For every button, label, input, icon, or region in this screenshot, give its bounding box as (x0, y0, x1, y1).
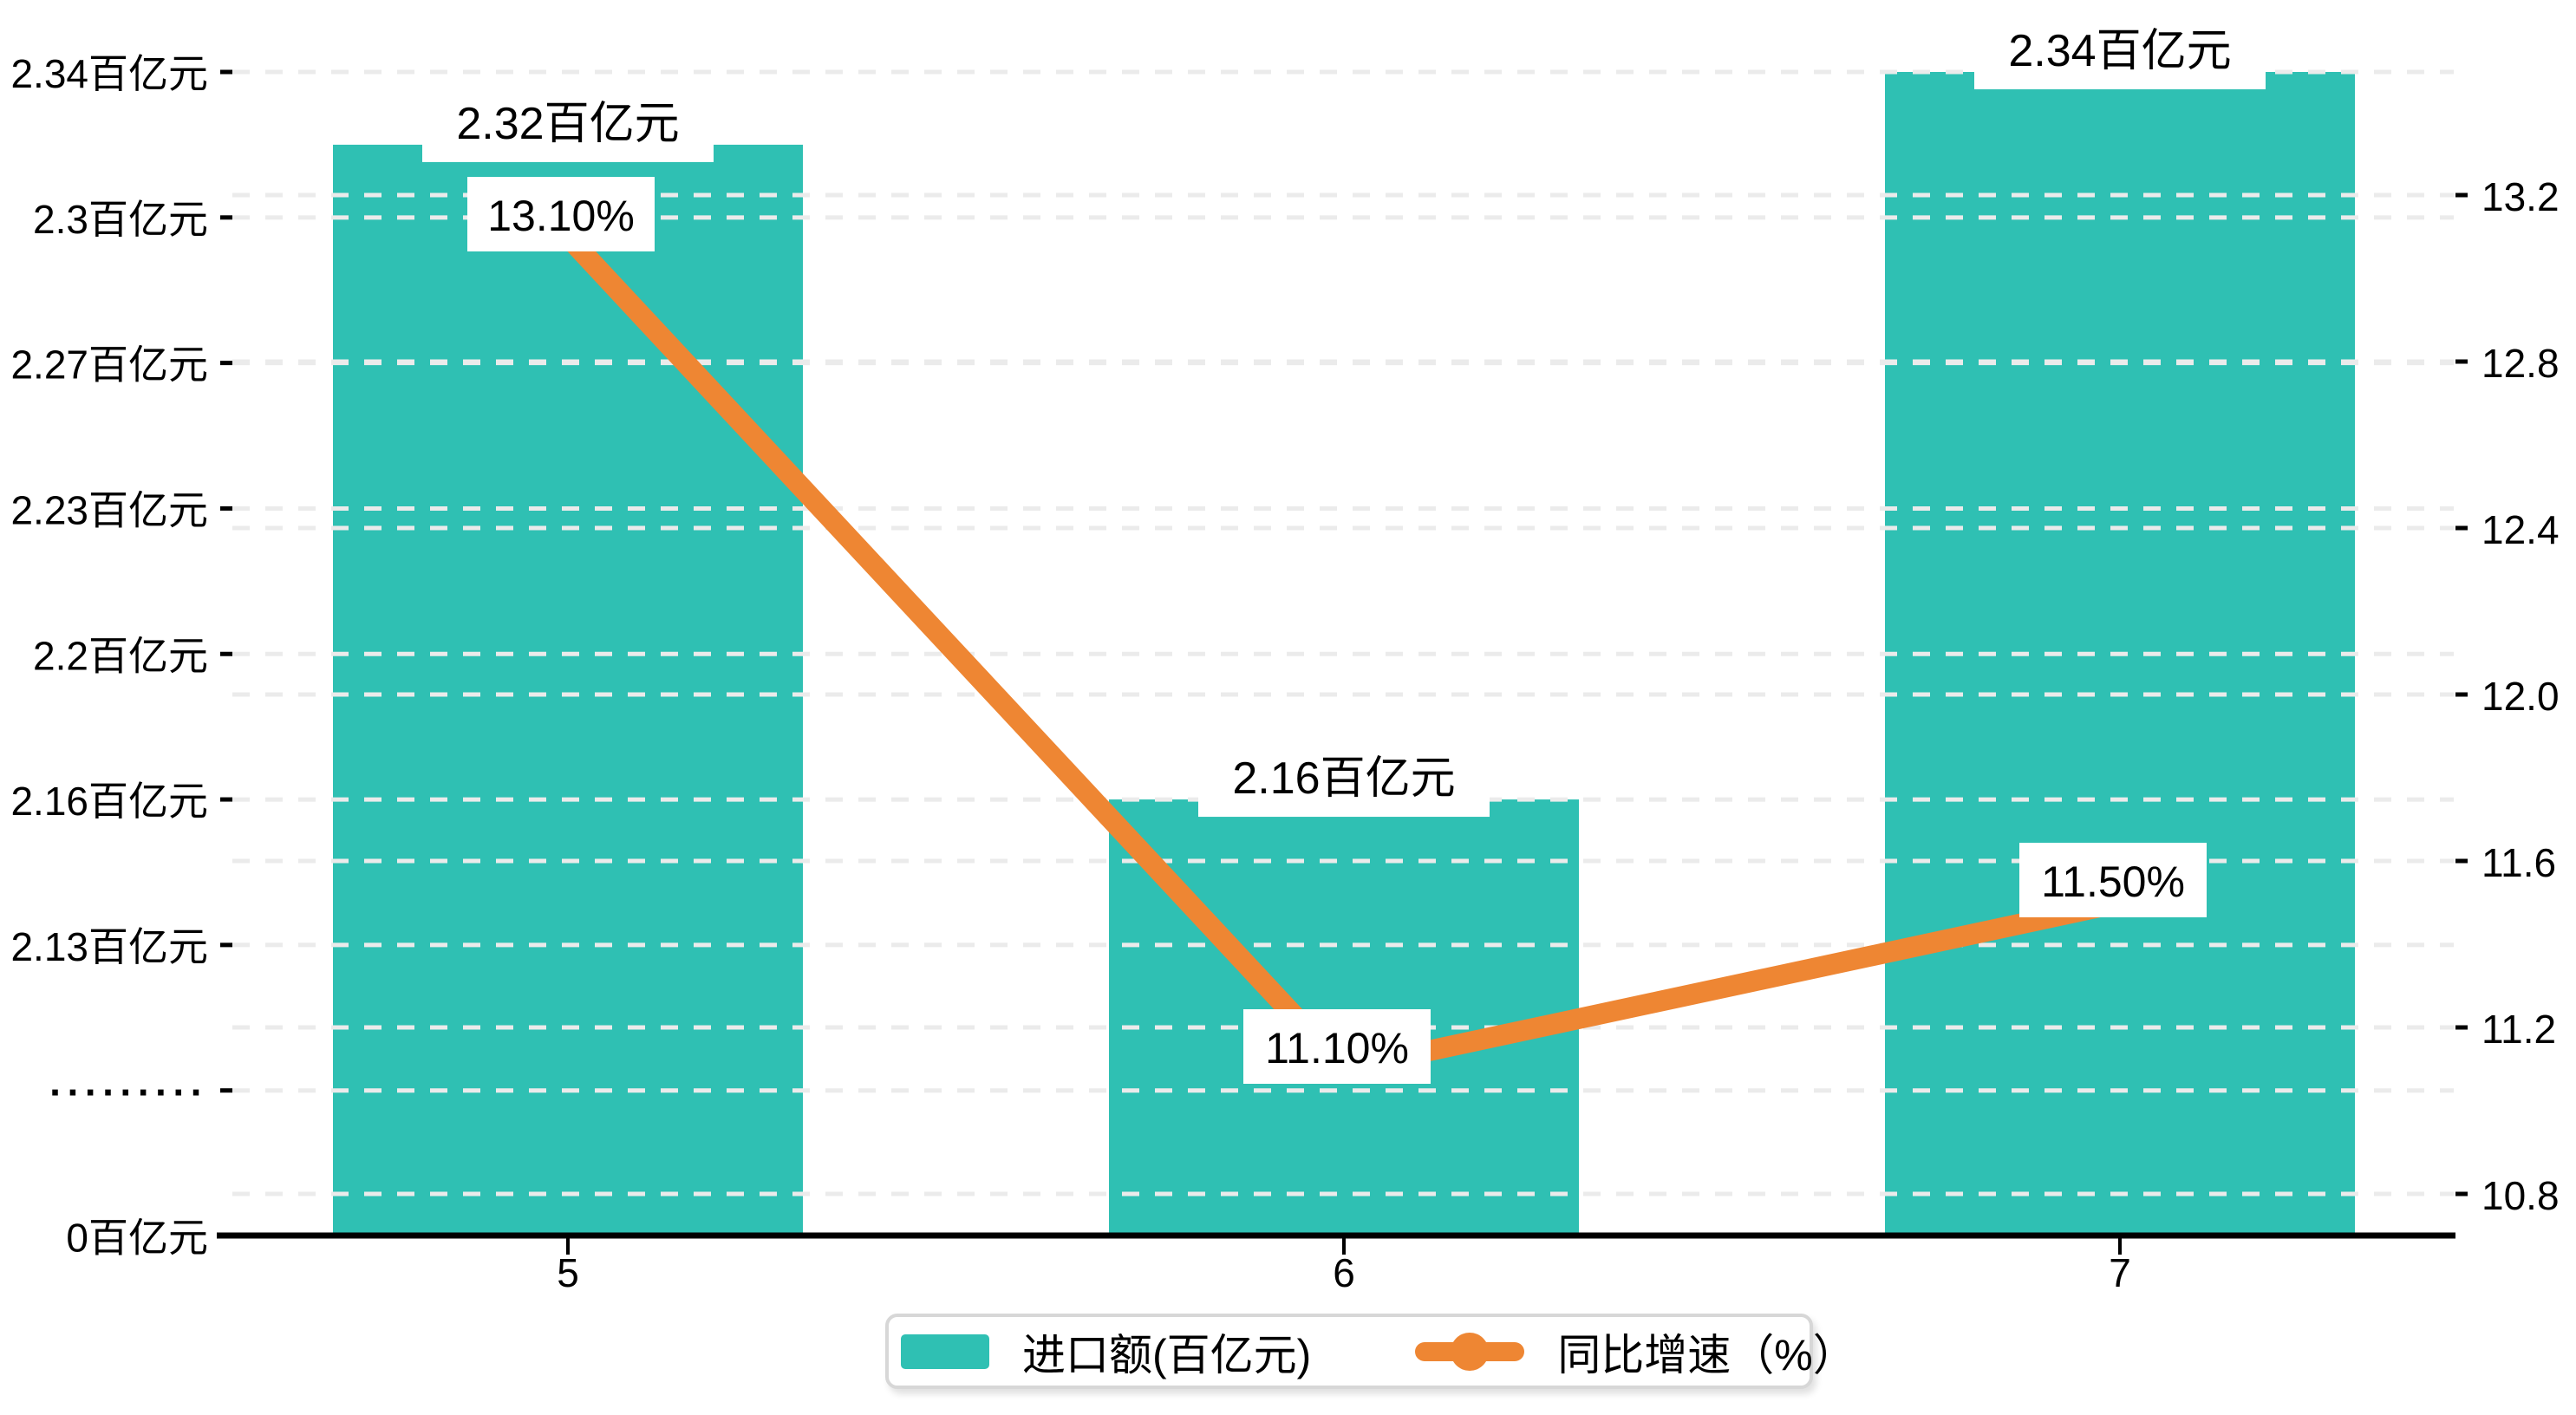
x-axis-label-month-7: 7 (2109, 1250, 2131, 1295)
left-axis-label: 2.2百亿元 (33, 633, 208, 678)
pct-value-label-bg (467, 177, 655, 251)
x-axis-label-month-6: 6 (1333, 1250, 1355, 1295)
bar-value-label-bg (1198, 737, 1490, 818)
left-axis-label: 0百亿元 (66, 1216, 208, 1261)
bar-value-label-bg (422, 82, 714, 162)
left-axis-label: 2.34百亿元 (10, 51, 208, 96)
pct-value-label-bg (1243, 1009, 1431, 1084)
line-swatch-dot (1451, 1332, 1490, 1371)
bar-value-label: 2.34百亿元 (2008, 26, 2231, 76)
bar-month-5[interactable] (333, 144, 803, 1236)
value-labels-group: 2.32百亿元 2.16百亿元 2.34百亿元 13.10% 11.10% 11.50% (422, 10, 2266, 1084)
left-axis-label: 2.27百亿元 (10, 342, 208, 388)
legend-item-bar-series[interactable]: 进口额(百亿元) (901, 1320, 1311, 1383)
right-axis-label: 13.2 (2481, 174, 2560, 219)
line-series-swatch-icon (1415, 1331, 1525, 1373)
bar-value-label: 2.16百亿元 (1232, 753, 1455, 804)
left-axis-break-label: ········· (49, 1070, 208, 1115)
legend: 进口额(百亿元) 同比增速（%） (885, 1314, 1856, 1389)
pct-value-label: 11.10% (1265, 1024, 1409, 1073)
gridlines-group (232, 69, 2454, 1197)
legend-item-line-series[interactable]: 同比增速（%） (1415, 1320, 1856, 1383)
right-axis-label: 12.4 (2481, 507, 2560, 552)
bar-value-label: 2.32百亿元 (456, 99, 679, 149)
right-axis-label: 10.8 (2481, 1173, 2560, 1218)
pct-value-label: 13.10% (487, 192, 635, 240)
left-axis-label: 2.13百亿元 (10, 924, 208, 969)
x-axis-label-month-5: 5 (557, 1250, 579, 1295)
legend-label-line-series: 同比增速（%） (1557, 1330, 1856, 1379)
pct-value-label: 11.50% (2041, 857, 2185, 906)
pct-value-label-bg (2019, 843, 2207, 917)
right-axis-label: 12.0 (2481, 674, 2560, 719)
bar-value-label-bg (1974, 10, 2266, 89)
right-axis-label: 12.8 (2481, 341, 2560, 386)
left-axis-label: 2.16百亿元 (10, 779, 208, 824)
right-axis-label: 11.2 (2481, 1007, 2556, 1052)
axes-group: 0百亿元 ········· 2.13百亿元 2.16百亿元 2.2百亿元 2.23百亿元… (10, 51, 2559, 1295)
right-axis-label: 11.6 (2481, 840, 2556, 885)
left-axis-label: 2.3百亿元 (33, 197, 208, 242)
legend-label-bar-series: 进口额(百亿元) (1022, 1330, 1312, 1379)
left-axis-label: 2.23百亿元 (10, 487, 208, 532)
bar-series-swatch-icon (901, 1333, 989, 1369)
